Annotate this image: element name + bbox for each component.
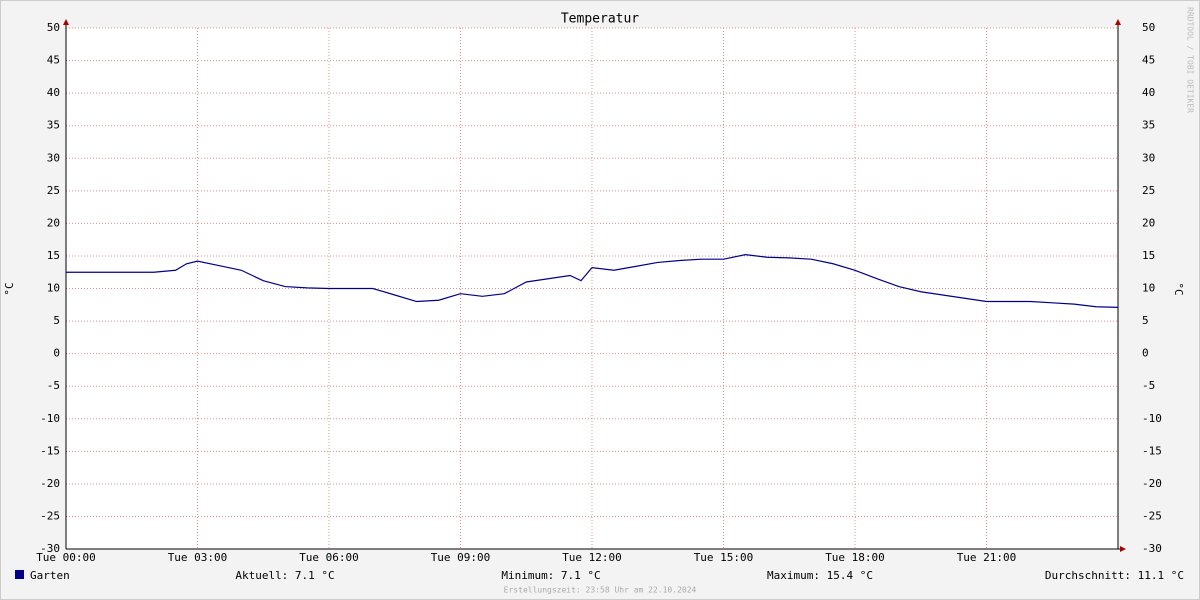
y-tick-label: -15	[40, 444, 60, 457]
x-tick-label: Tue 15:00	[694, 551, 754, 564]
stat: Minimum: 7.1 °C	[501, 569, 600, 582]
y2-tick-label: 5	[1142, 314, 1149, 327]
y-tick-label: -20	[40, 477, 60, 490]
y2-tick-label: 25	[1142, 184, 1155, 197]
y-tick-label: 35	[47, 119, 60, 132]
legend-swatch	[15, 570, 24, 579]
chart-title: Temperatur	[561, 12, 639, 27]
y2-tick-label: 20	[1142, 216, 1155, 229]
stat: Aktuell: 7.1 °C	[235, 569, 334, 582]
y-tick-label: 50	[47, 21, 60, 34]
y2-tick-label: 35	[1142, 119, 1155, 132]
stat: Maximum: 15.4 °C	[767, 569, 873, 582]
y2-tick-label: 15	[1142, 249, 1155, 262]
legend-label: Garten	[30, 569, 70, 582]
stat: Durchschnitt: 11.1 °C	[1045, 569, 1184, 582]
y-axis-label: °C	[3, 282, 16, 295]
y-tick-label: -5	[47, 379, 60, 392]
y2-tick-label: 30	[1142, 151, 1155, 164]
y2-tick-label: 45	[1142, 54, 1155, 67]
y-tick-label: 40	[47, 86, 60, 99]
x-tick-label: Tue 12:00	[562, 551, 622, 564]
y-tick-label: 0	[53, 347, 60, 360]
y-tick-label: 15	[47, 249, 60, 262]
line	[66, 254, 1119, 308]
y-tick-label: 10	[47, 282, 60, 295]
arrow	[1115, 19, 1121, 25]
y2-tick-label: 0	[1142, 347, 1149, 360]
x-tick-label: Tue 21:00	[957, 551, 1017, 564]
y2-tick-label: -25	[1142, 509, 1162, 522]
x-tick-label: Tue 06:00	[299, 551, 359, 564]
x-tick-label: Tue 18:00	[825, 551, 885, 564]
y-tick-label: 20	[47, 216, 60, 229]
y-tick-label: -10	[40, 412, 60, 425]
plot	[65, 27, 1118, 550]
y-tick-label: -25	[40, 509, 60, 522]
y-tick-label: 45	[47, 54, 60, 67]
y2-tick-label: -15	[1142, 444, 1162, 457]
watermark: RRDTOOL / TOBI OETIKER	[1186, 7, 1195, 113]
y2-tick-label: -10	[1142, 412, 1162, 425]
y2-axis-label: °C	[1172, 282, 1185, 295]
footer: Erstellungszeit: 23:58 Uhr am 22.10.2024	[504, 586, 697, 595]
arrow	[1120, 546, 1126, 552]
y2-tick-label: -20	[1142, 477, 1162, 490]
x-tick-label: Tue 00:00	[36, 551, 96, 564]
y2-tick-label: -5	[1142, 379, 1155, 392]
y-tick-label: 30	[47, 151, 60, 164]
y2-tick-label: 10	[1142, 282, 1155, 295]
y2-tick-label: 50	[1142, 21, 1155, 34]
x-tick-label: Tue 03:00	[168, 551, 228, 564]
y-tick-label: 25	[47, 184, 60, 197]
arrow	[63, 19, 69, 25]
y-tick-label: 5	[53, 314, 60, 327]
x-tick-label: Tue 09:00	[431, 551, 491, 564]
y-tick-label: -30	[40, 542, 60, 555]
y2-tick-label: -30	[1142, 542, 1162, 555]
y2-tick-label: 40	[1142, 86, 1155, 99]
